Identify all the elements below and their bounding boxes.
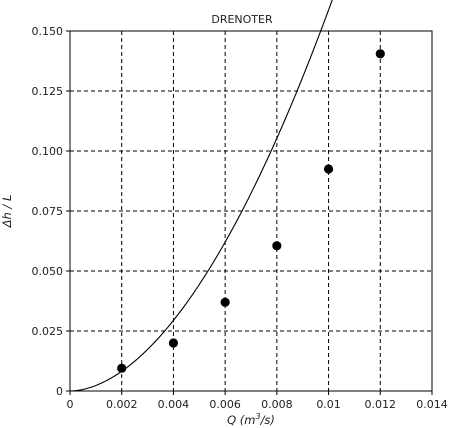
x-tick-label: 0.008: [261, 398, 293, 411]
data-point: [117, 363, 127, 373]
x-axis-label-q: Q (m: [227, 413, 255, 427]
y-tick-label: 0.075: [32, 205, 64, 218]
chart-title: DRENOTER: [211, 13, 273, 26]
y-tick-label: 0.100: [32, 145, 64, 158]
data-points: [117, 49, 385, 373]
x-axis-label-exp: 3: [255, 412, 260, 421]
data-point: [323, 164, 334, 174]
x-tick-label: 0.006: [209, 398, 241, 411]
x-tick-label: 0.01: [316, 398, 341, 411]
y-tick-label: 0.050: [32, 265, 64, 278]
x-axis-label-unit: /s): [260, 413, 275, 427]
data-point: [272, 241, 282, 251]
x-tick-label: 0.004: [158, 398, 190, 411]
y-tick-label: 0: [56, 385, 63, 398]
data-point: [375, 49, 385, 59]
plot-area: [70, 31, 432, 391]
y-tick-label: 0.125: [32, 85, 64, 98]
y-tick-label: 0.150: [32, 25, 64, 38]
x-tick-label: 0.002: [106, 398, 138, 411]
data-point: [220, 297, 230, 307]
x-axis-label: Q (m3/s): [227, 412, 275, 427]
y-axis-label: Δh / L: [0, 195, 14, 229]
y-tick-label: 0.025: [32, 325, 64, 338]
grid: [70, 31, 432, 391]
y-axis: 0 0.025 0.050 0.075 0.100 0.125 0.150: [32, 25, 70, 398]
x-tick-label: 0.012: [365, 398, 397, 411]
x-axis: 0 0.002 0.004 0.006 0.008 0.01 0.012 0.014: [67, 391, 448, 411]
x-tick-label: 0: [67, 398, 74, 411]
data-point: [168, 338, 179, 348]
x-tick-label: 0.014: [416, 398, 448, 411]
